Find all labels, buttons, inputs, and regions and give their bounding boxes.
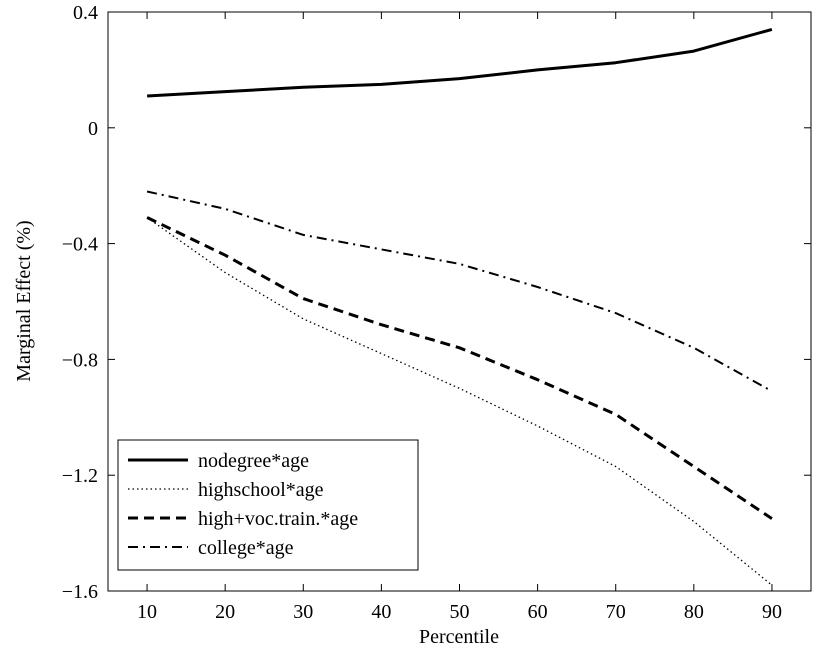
y-tick-label: −1.6 — [62, 581, 98, 603]
y-axis-ticks: 0.4 0 −0.4 −0.8 −1.2 −1.6 — [62, 2, 811, 603]
y-axis-title: Marginal Effect (%) — [13, 220, 35, 381]
series-line-nodegree-age — [147, 27, 773, 98]
x-tick-label: 90 — [762, 601, 782, 623]
x-tick-label: 70 — [606, 601, 626, 623]
x-tick-label: 60 — [528, 601, 548, 623]
series-line-college-age — [146, 190, 773, 393]
x-tick-label: 10 — [137, 601, 157, 623]
legend-label: highschool*age — [198, 479, 324, 501]
legend-box — [117, 439, 419, 571]
y-tick-label: −1.2 — [62, 465, 98, 487]
x-axis-ticks: 10 20 30 40 50 60 70 80 90 — [137, 12, 782, 623]
y-tick-label: −0.8 — [62, 349, 98, 371]
series-lines — [146, 27, 773, 586]
x-tick-label: 40 — [371, 601, 391, 623]
legend-label: college*age — [198, 537, 294, 559]
x-tick-label: 80 — [684, 601, 704, 623]
series-line-high-voc-train-age — [146, 216, 773, 520]
y-tick-label: 0.4 — [73, 2, 98, 24]
y-tick-label: 0 — [88, 118, 98, 140]
x-tick-label: 50 — [450, 601, 470, 623]
y-tick-label: −0.4 — [62, 234, 98, 256]
legend: nodegree*age highschool*age high+voc.train… — [117, 439, 419, 571]
x-tick-label: 30 — [293, 601, 313, 623]
x-tick-label: 20 — [215, 601, 235, 623]
x-axis-title: Percentile — [419, 626, 499, 648]
legend-label: high+voc.train.*age — [198, 508, 358, 530]
legend-label: nodegree*age — [198, 450, 309, 472]
